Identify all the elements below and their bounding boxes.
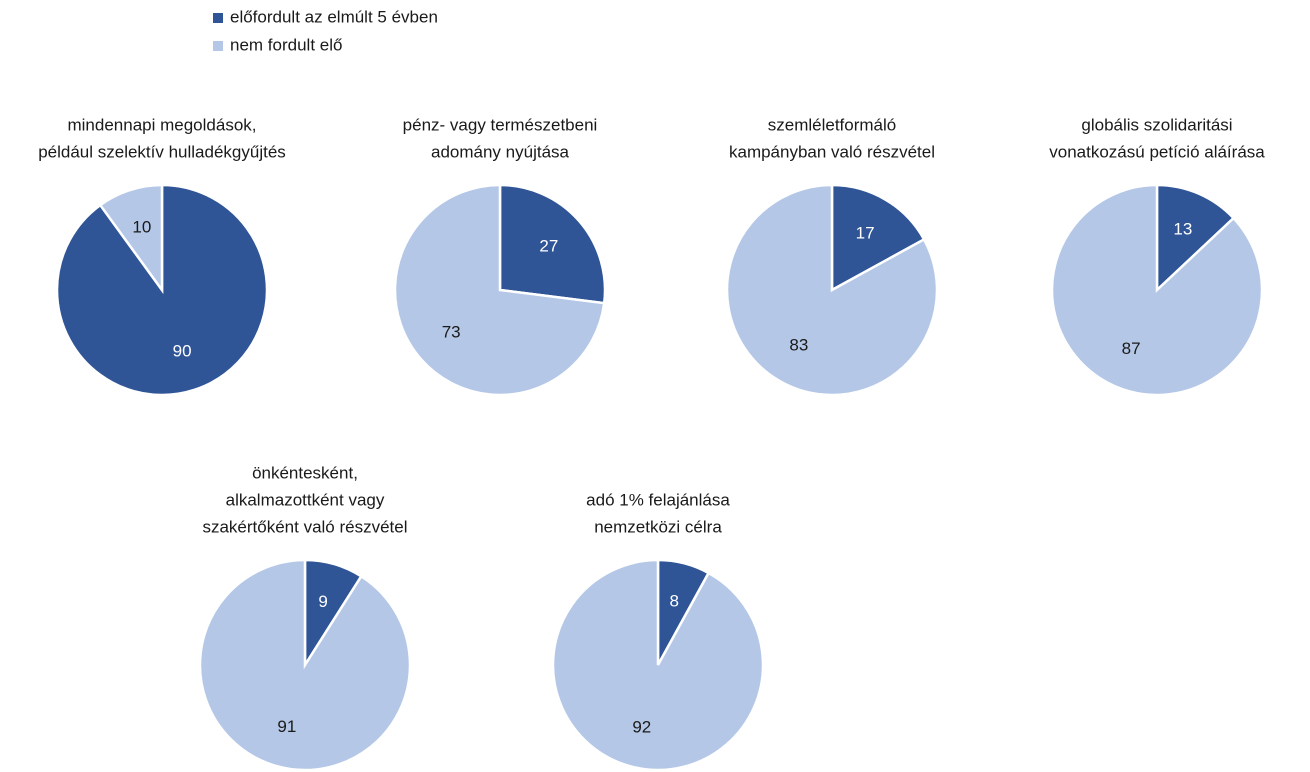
pie-title: szakértőként való részvétel bbox=[202, 517, 407, 536]
pie-title: nemzetközi célra bbox=[594, 517, 722, 536]
data-label: 8 bbox=[669, 591, 678, 610]
data-label: 83 bbox=[789, 336, 808, 355]
pie-slice bbox=[498, 183, 607, 305]
data-label: 13 bbox=[1173, 220, 1192, 239]
data-label: 10 bbox=[132, 218, 151, 237]
pie-slice bbox=[551, 558, 765, 772]
pie-title: adomány nyújtása bbox=[431, 142, 570, 161]
legend-label: nem fordult elő bbox=[230, 35, 342, 54]
pie-title: pénz- vagy természetbeni bbox=[403, 115, 598, 134]
pie-title: vonatkozású petíció aláírása bbox=[1049, 142, 1265, 161]
pie-title: önkéntesként, bbox=[252, 463, 358, 482]
pie-slice bbox=[1050, 183, 1264, 397]
pie-title: mindennapi megoldások, bbox=[67, 115, 256, 134]
data-label: 90 bbox=[173, 341, 192, 360]
pie-title: adó 1% felajánlása bbox=[586, 490, 730, 509]
pie-slice bbox=[198, 558, 412, 772]
data-label: 9 bbox=[318, 592, 327, 611]
pie-slice bbox=[393, 183, 606, 397]
data-label: 92 bbox=[632, 718, 651, 737]
data-label: 87 bbox=[1122, 339, 1141, 358]
pie-slice bbox=[98, 183, 164, 294]
pie-slice bbox=[725, 183, 939, 397]
data-label: 27 bbox=[539, 236, 558, 255]
pie-slice bbox=[1155, 183, 1236, 293]
pie-slice bbox=[830, 183, 926, 293]
legend-label: előfordult az elmúlt 5 évben bbox=[230, 7, 438, 26]
pie-title: globális szolidaritási bbox=[1081, 115, 1232, 134]
pie-title: szemléletformáló bbox=[768, 115, 897, 134]
data-label: 91 bbox=[277, 717, 296, 736]
pie-title: kampányban való részvétel bbox=[729, 142, 935, 161]
legend-swatch bbox=[213, 41, 223, 51]
pie-title: például szelektív hulladékgyűjtés bbox=[38, 142, 286, 161]
pie-title: alkalmazottként vagy bbox=[226, 490, 385, 509]
data-label: 73 bbox=[442, 323, 461, 342]
data-label: 17 bbox=[856, 223, 875, 242]
legend-swatch bbox=[213, 13, 223, 23]
